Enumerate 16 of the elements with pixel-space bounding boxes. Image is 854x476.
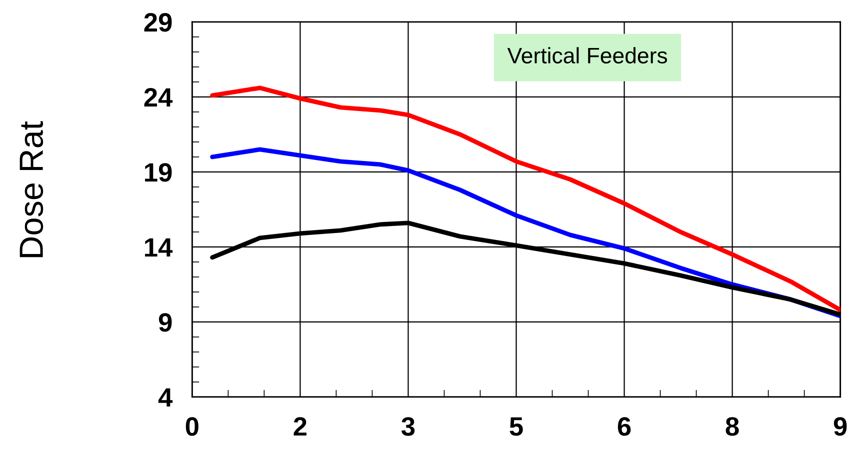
annotation: Vertical Feeders	[507, 47, 668, 64]
y-tick-label: 4	[158, 388, 173, 407]
x-tick-label: 3	[401, 417, 415, 436]
x-tick-label: 2	[294, 417, 306, 436]
x-tick-label: 6	[618, 417, 631, 436]
y-tick-label: 14	[145, 238, 173, 257]
y-axis-title: Dose Rat	[20, 121, 44, 258]
y-tick-label: 29	[144, 13, 172, 32]
x-tick-label: 0	[186, 417, 198, 436]
x-tick-label: 5	[510, 417, 523, 436]
line-series	[210, 86, 840, 312]
y-tick-label: 19	[145, 163, 172, 182]
x-tick-label: 8	[726, 417, 739, 436]
y-tick-label: 24	[144, 88, 173, 106]
y-tick-label: 9	[158, 313, 172, 332]
x-tick-label: 9	[834, 417, 847, 436]
